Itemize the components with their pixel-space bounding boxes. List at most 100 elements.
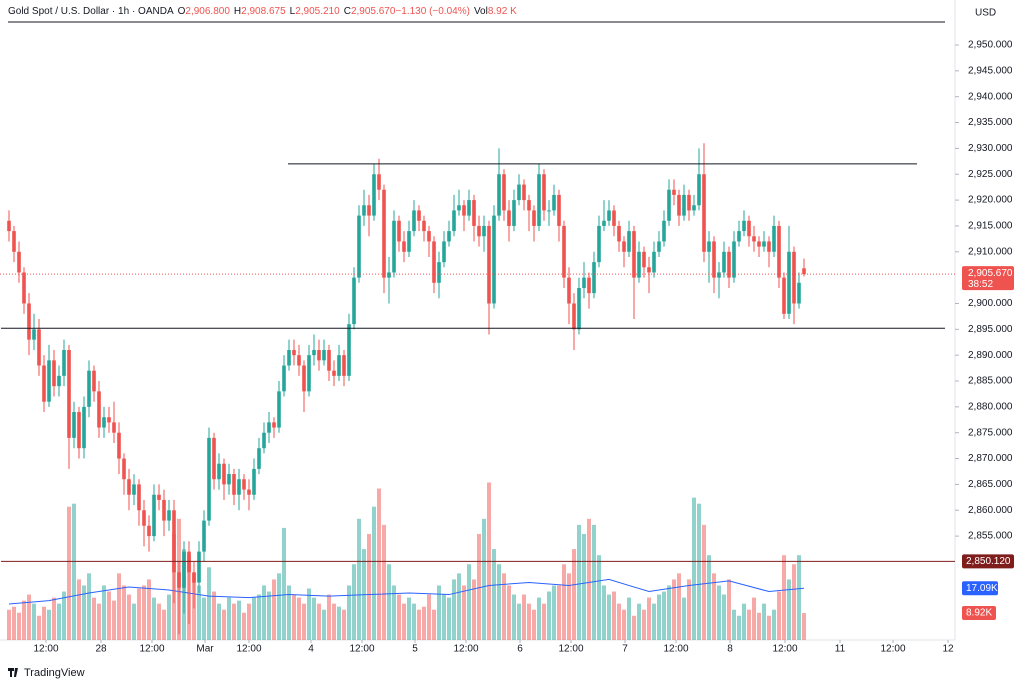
volume-bar — [497, 564, 501, 640]
candle-body — [522, 184, 526, 201]
volume-bar — [787, 579, 791, 640]
header-value: 2,906.800 — [185, 6, 230, 17]
volume-bar — [762, 603, 766, 640]
volume-bar — [127, 594, 131, 640]
candle-body — [302, 365, 306, 392]
header-value: 8.92 K — [488, 6, 517, 17]
volume-bar — [117, 573, 121, 640]
candle-body — [707, 241, 711, 252]
volume-bar — [427, 594, 431, 640]
volume-bar — [317, 603, 321, 640]
volume-bar — [592, 524, 596, 640]
header-key: H — [234, 6, 241, 17]
volume-bar — [287, 585, 291, 640]
volume-bar — [142, 585, 146, 640]
volume-bar — [407, 597, 411, 640]
tradingview-logo: TradingView — [8, 667, 85, 679]
candle-body — [457, 205, 461, 211]
volume-bar — [527, 603, 531, 640]
candle-body — [537, 174, 541, 226]
candle-body — [652, 251, 656, 273]
volume-bar — [552, 585, 556, 640]
x-tick-label: 12:00 — [880, 644, 905, 655]
candle-body — [527, 200, 531, 211]
volume-bar — [97, 603, 101, 640]
candle-body — [7, 220, 11, 232]
candle-body — [52, 360, 56, 387]
volume-bar — [747, 609, 751, 640]
candle-body — [87, 370, 91, 407]
volume-bar — [697, 503, 701, 640]
volume-bar — [162, 609, 166, 640]
candle-body — [747, 220, 751, 237]
volume-bar — [447, 597, 451, 640]
candle-body — [37, 329, 41, 366]
candle-body — [27, 303, 31, 340]
candle-body — [132, 484, 136, 495]
x-tick-label: 12:00 — [772, 644, 797, 655]
volume-bar — [647, 597, 651, 640]
volume-bar — [397, 594, 401, 640]
volume-bar — [57, 603, 61, 640]
y-tick-label: 2,880.000 — [968, 402, 1013, 413]
x-tick-label: 11 — [835, 644, 846, 655]
candle-body — [727, 251, 731, 278]
volume-bar — [792, 564, 796, 640]
volume-bar — [622, 609, 626, 640]
candle-body — [167, 510, 171, 521]
header-key: L — [290, 6, 296, 17]
candle-body — [72, 412, 76, 438]
candle-body — [342, 355, 346, 376]
candle-body — [647, 267, 651, 273]
volume-bar — [262, 585, 266, 640]
candle-body — [462, 205, 466, 216]
y-tick-label: 2,895.000 — [968, 324, 1013, 335]
volume-bar — [627, 597, 631, 640]
candle-body — [567, 277, 571, 304]
candle-body — [357, 215, 361, 278]
candle-body — [337, 355, 341, 376]
y-tick-label: 2,865.000 — [968, 479, 1013, 490]
volume-bar — [87, 573, 91, 640]
volume-bar — [772, 609, 776, 640]
candle-body — [117, 432, 121, 459]
volume-bar — [107, 591, 111, 640]
currency[interactable]: USD — [975, 8, 996, 19]
volume-bar — [282, 527, 286, 640]
candle-body — [152, 494, 156, 537]
candle-body — [182, 551, 186, 588]
header-value: −1.130 (−0.04%) — [395, 6, 470, 17]
candle-body — [412, 210, 416, 232]
candle-body — [237, 479, 241, 495]
candle-body — [112, 422, 116, 433]
volume-bar — [212, 591, 216, 640]
volume-bar — [112, 600, 116, 640]
last-price-label: 2,905.670 — [968, 268, 1013, 279]
x-tick-label: 6 — [517, 644, 523, 655]
candle-body — [282, 365, 286, 392]
volume-bar — [492, 549, 496, 640]
volume-bar — [82, 585, 86, 640]
volume-bar — [167, 594, 171, 640]
volume-bar — [437, 585, 441, 640]
volume-bar — [412, 603, 416, 640]
volume-bar — [377, 488, 381, 640]
volume-bar — [302, 603, 306, 640]
candle-body — [82, 406, 86, 449]
candle-body — [332, 370, 336, 376]
candle-body — [602, 220, 606, 226]
candle-body — [772, 225, 776, 252]
candle-body — [417, 210, 421, 221]
candle-body — [792, 251, 796, 304]
candle-body — [607, 210, 611, 221]
header-value: 2,908.675 — [241, 6, 286, 17]
candle-body — [107, 417, 111, 423]
candle-body — [752, 236, 756, 242]
y-tick-label: 2,915.000 — [968, 221, 1013, 232]
candle-body — [97, 391, 101, 428]
candle-body — [47, 360, 51, 402]
x-tick-label: 12:00 — [236, 644, 261, 655]
volume-bar — [617, 603, 621, 640]
volume-bar — [737, 615, 741, 640]
x-tick-label: 12:00 — [139, 644, 164, 655]
